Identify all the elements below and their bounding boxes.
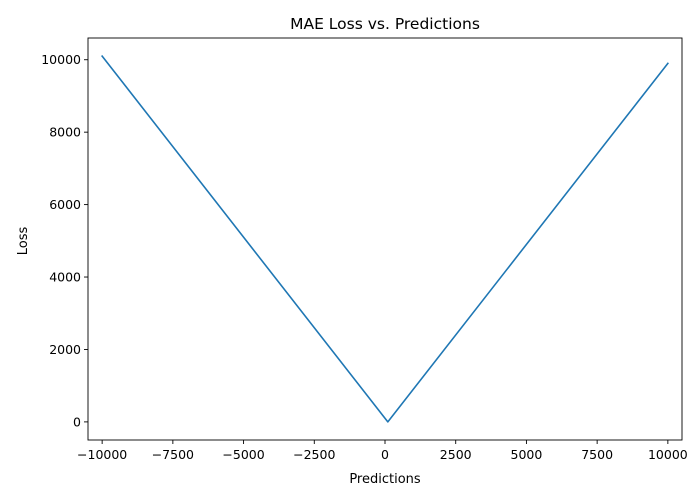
x-tick-label: 5000 bbox=[511, 447, 543, 462]
x-tick-label: 2500 bbox=[440, 447, 472, 462]
y-tick-label: 8000 bbox=[49, 125, 81, 140]
x-tick-label: −10000 bbox=[77, 447, 127, 462]
y-tick-label: 4000 bbox=[49, 270, 81, 285]
plot-area: −10000 −7500 −5000 −2500 0 2500 5000 7500 10000 0… bbox=[41, 37, 688, 462]
series-line-0 bbox=[101, 54, 669, 423]
x-axis-label: Predictions bbox=[349, 472, 421, 487]
y-tick-label: 10000 bbox=[41, 52, 81, 67]
y-axis-label: Loss bbox=[16, 227, 31, 256]
x-tick-label: −5000 bbox=[222, 447, 264, 462]
x-tick-label: 0 bbox=[381, 447, 389, 462]
chart-title: MAE Loss vs. Predictions bbox=[290, 15, 480, 33]
x-tick-label: −2500 bbox=[293, 447, 335, 462]
y-tick-label: 0 bbox=[73, 414, 81, 429]
x-tick-label: 10000 bbox=[648, 447, 688, 462]
x-tick-label: −7500 bbox=[152, 447, 194, 462]
y-tick-label: 6000 bbox=[49, 197, 81, 212]
x-tick-label: 7500 bbox=[581, 447, 613, 462]
y-tick-label: 2000 bbox=[49, 342, 81, 357]
